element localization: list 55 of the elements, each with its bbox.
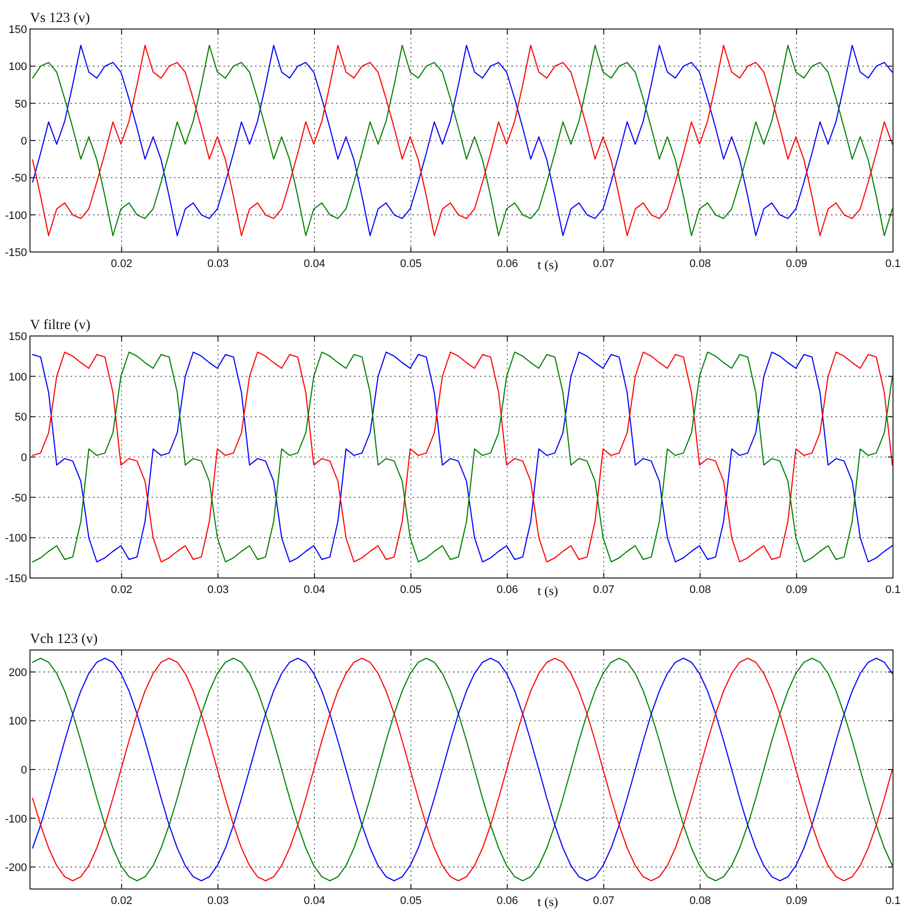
x-tick-label: 0.05: [400, 895, 422, 907]
x-tick-label: 0.06: [496, 895, 518, 907]
x-tick-label: 0.04: [304, 584, 326, 596]
x-tick-label: 0.07: [593, 895, 614, 907]
x-tick-label: 0.09: [786, 584, 808, 596]
y-tick-label: 50: [14, 98, 27, 110]
x-tick-label: 0.08: [689, 258, 711, 270]
x-tick-label: 0.08: [689, 895, 711, 907]
x-tick-label: 0.07: [593, 258, 614, 270]
y-tick-label: 0: [20, 136, 27, 148]
x-tick-label: 0.05: [400, 258, 422, 270]
x-tick-label: 0.02: [110, 895, 132, 907]
y-tick-label: 100: [8, 716, 27, 728]
x-tick-label: 0.09: [786, 258, 808, 270]
x-tick-label: 0.09: [786, 895, 808, 907]
y-tick-label: 150: [8, 24, 27, 36]
line-series: [32, 658, 893, 882]
x-tick-label: 0.1: [885, 895, 901, 907]
x-axis-title: t (s): [538, 257, 558, 272]
y-tick-label: -100: [4, 210, 27, 222]
y-tick-label: 0: [20, 452, 27, 464]
chart-title: Vs 123 (v): [30, 11, 90, 26]
x-tick-label: 0.06: [496, 258, 518, 270]
line-series: [32, 352, 893, 562]
y-tick-label: -150: [4, 573, 27, 585]
x-tick-label: 0.06: [496, 584, 518, 596]
y-tick-label: -50: [11, 492, 27, 504]
chart-title: Vch 123 (v): [30, 632, 98, 647]
y-tick-label: 150: [8, 331, 27, 343]
x-axis-title: t (s): [538, 894, 558, 909]
x-tick-label: 0.02: [110, 258, 132, 270]
y-tick-label: -150: [4, 247, 27, 259]
y-tick-label: -100: [4, 813, 27, 826]
y-tick-label: 200: [8, 666, 27, 679]
y-tick-label: -200: [4, 862, 27, 874]
line-series: [32, 44, 893, 236]
y-tick-label: 100: [8, 61, 27, 74]
y-tick-label: 100: [8, 371, 27, 384]
x-tick-label: 0.03: [207, 895, 229, 907]
x-tick-label: 0.07: [593, 584, 614, 596]
x-tick-label: 0.05: [400, 584, 422, 596]
x-tick-label: 0.04: [304, 258, 326, 270]
x-tick-label: 0.1: [885, 258, 901, 270]
y-tick-label: -50: [11, 172, 27, 185]
x-tick-label: 0.1: [885, 584, 901, 596]
x-tick-label: 0.03: [207, 584, 229, 596]
x-axis-title: t (s): [538, 583, 558, 598]
x-tick-label: 0.03: [207, 258, 229, 270]
y-tick-label: 50: [14, 412, 27, 424]
x-tick-label: 0.08: [689, 584, 711, 596]
x-tick-label: 0.02: [110, 584, 132, 596]
x-tick-label: 0.04: [304, 895, 326, 907]
chart-title: V filtre (v): [30, 318, 91, 333]
y-tick-label: 0: [20, 764, 27, 776]
y-tick-label: -100: [4, 532, 27, 545]
